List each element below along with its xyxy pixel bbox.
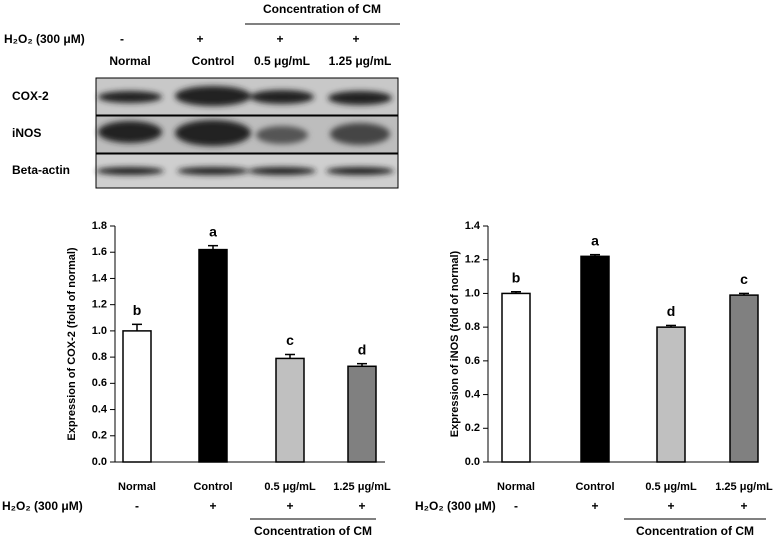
y-tick-label: 1.0 [92, 325, 107, 337]
significance-letter: c [740, 271, 748, 287]
treatment-sign: + [286, 499, 293, 513]
bar [198, 248, 228, 463]
y-tick-label: 0.6 [465, 355, 480, 367]
y-tick-label: 1.6 [92, 246, 107, 258]
group-label: Concentration of CM [636, 524, 754, 538]
y-tick-label: 1.2 [465, 254, 480, 266]
treatment-sign: + [196, 32, 203, 46]
y-tick-label: 1.4 [465, 220, 481, 232]
x-tick-label: 1.25 μg/mL [333, 481, 391, 493]
treatment-sign: - [514, 499, 518, 513]
treatment-sign: - [135, 499, 139, 513]
lane-label: 1.25 μg/mL [329, 54, 392, 68]
x-tick-label: Control [193, 481, 232, 493]
significance-letter: a [591, 232, 599, 248]
significance-letter: a [209, 223, 217, 239]
bar [580, 255, 610, 463]
y-tick-label: 0.8 [465, 321, 480, 333]
western-blot: Concentration of CM H₂O₂ (300 μM) - + + … [4, 2, 400, 189]
y-tick-label: 1.0 [465, 287, 480, 299]
treatment-sign: + [352, 32, 359, 46]
significance-letter: b [512, 269, 521, 285]
row-label: iNOS [12, 126, 41, 140]
x-tick-label: 0.5 μg/mL [264, 481, 316, 493]
bar [275, 357, 305, 463]
treatment-sign: + [209, 499, 216, 513]
bands [96, 86, 394, 175]
y-tick-label: 1.8 [92, 220, 107, 232]
group-label: Concentration of CM [263, 2, 381, 16]
x-tick-label: Normal [118, 481, 156, 493]
x-tick-label: 1.25 μg/mL [715, 481, 773, 493]
bar [122, 330, 152, 463]
lane-label: Normal [109, 54, 150, 68]
x-tick-label: Control [575, 481, 614, 493]
treatment-sign: - [120, 32, 124, 46]
lane-label: Control [192, 54, 235, 68]
treatment-label: H₂O₂ (300 μM) [415, 499, 496, 513]
treatment-sign: + [740, 499, 747, 513]
row-label: Beta-actin [12, 163, 70, 177]
y-axis-title: Expression of iNOS (fold of normal) [449, 250, 461, 437]
group-label: Concentration of CM [254, 524, 372, 538]
significance-letter: d [667, 303, 676, 319]
treatment-label: H₂O₂ (300 μM) [4, 32, 85, 46]
treatment-sign: + [591, 499, 598, 513]
x-tick-label: 0.5 μg/mL [645, 481, 697, 493]
y-axis-title: Expression of COX-2 (fold of normal) [66, 247, 78, 440]
significance-letter: d [358, 341, 367, 357]
bar [347, 365, 377, 463]
treatment-sign: + [667, 499, 674, 513]
bar [501, 292, 531, 463]
charts: 0.0 0.2 0.4 0.6 0.8 1.0 1.2 1.4 1.6 1.8 Expression… [2, 220, 773, 538]
y-tick-label: 0.0 [465, 456, 480, 468]
row-label: COX-2 [12, 89, 49, 103]
bar [656, 326, 686, 463]
treatment-label: H₂O₂ (300 μM) [2, 499, 83, 513]
treatment-sign: + [358, 499, 365, 513]
lane-label: 0.5 μg/mL [254, 54, 310, 68]
y-tick-label: 0.6 [92, 377, 107, 389]
treatment-sign: + [276, 32, 283, 46]
significance-letter: c [286, 332, 294, 348]
y-tick-label: 0.2 [465, 422, 480, 434]
y-tick-label: 0.0 [92, 456, 107, 468]
y-tick-label: 1.2 [92, 299, 107, 311]
y-tick-label: 0.4 [92, 403, 108, 415]
x-tick-label: Normal [497, 481, 535, 493]
y-tick-label: 0.8 [92, 351, 107, 363]
y-tick-label: 0.4 [465, 388, 481, 400]
y-tick-label: 1.4 [92, 272, 108, 284]
bar [729, 294, 759, 463]
significance-letter: b [133, 302, 142, 318]
y-tick-label: 0.2 [92, 430, 107, 442]
